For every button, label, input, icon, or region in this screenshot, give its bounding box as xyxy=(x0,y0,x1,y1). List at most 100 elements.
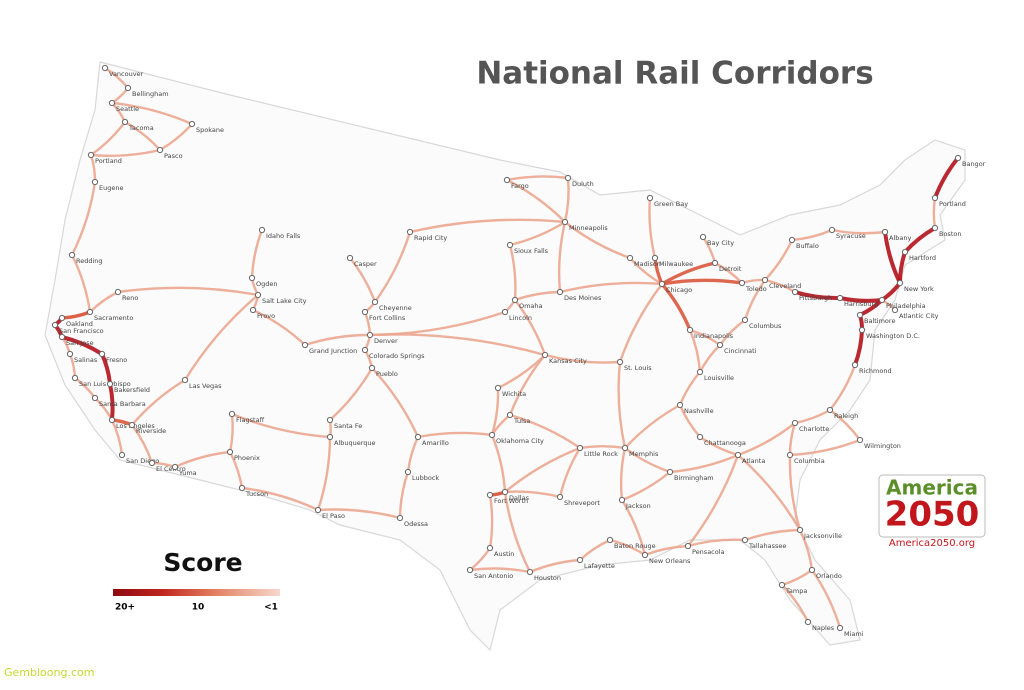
city-label: Portland xyxy=(95,157,122,165)
rail-corridor xyxy=(328,366,374,422)
rail-corridor xyxy=(60,335,104,356)
city-marker xyxy=(58,314,66,322)
city-marker xyxy=(366,331,374,339)
rail-corridor xyxy=(793,408,832,425)
city-label: Fort Worth xyxy=(494,497,528,505)
city-marker xyxy=(488,431,496,439)
city-marker xyxy=(258,226,266,234)
city-marker xyxy=(576,444,584,452)
city-label: New York xyxy=(904,285,934,293)
us-outline xyxy=(44,61,966,652)
logo-line2: 2050 xyxy=(885,495,980,535)
city-marker xyxy=(226,448,234,456)
city-label: El Paso xyxy=(322,512,345,520)
rail-corridor xyxy=(250,228,264,280)
city-marker xyxy=(254,291,262,299)
rail-corridor xyxy=(623,403,682,450)
rail-corridor xyxy=(373,230,412,304)
city-label: Flagstaff xyxy=(236,416,265,424)
city-label: Miami xyxy=(844,630,864,638)
rail-corridor xyxy=(903,226,937,254)
city-label: Wilmington xyxy=(864,442,901,450)
city-label: Redding xyxy=(76,257,103,265)
city-marker xyxy=(856,436,864,444)
city-marker xyxy=(526,568,534,576)
city-label: Memphis xyxy=(629,450,659,458)
city-marker xyxy=(346,254,354,262)
rail-corridor xyxy=(648,196,657,260)
rail-corridor xyxy=(883,230,902,285)
city-marker xyxy=(564,174,572,182)
rail-corridor xyxy=(563,176,570,224)
city-marker xyxy=(761,276,769,284)
city-marker xyxy=(148,459,156,467)
city-marker xyxy=(791,288,799,296)
city-marker xyxy=(114,288,122,296)
city-label: Houston xyxy=(534,574,561,582)
city-marker xyxy=(808,566,816,574)
city-marker xyxy=(396,514,404,522)
city-label: Columbus xyxy=(749,322,782,330)
city-label: Tacoma xyxy=(128,124,154,132)
rail-corridor xyxy=(89,120,127,157)
city-marker xyxy=(626,254,634,262)
cities: Vancouver Bellingham Seattle Tacoma Spokane P… xyxy=(51,64,986,638)
city-marker xyxy=(404,468,412,476)
city-marker xyxy=(658,280,666,288)
rail-corridor xyxy=(130,378,187,427)
city-marker xyxy=(856,311,864,319)
city-marker xyxy=(494,384,502,392)
city-label: Hartford xyxy=(909,254,936,262)
rail-corridor xyxy=(368,333,547,357)
city-label: Boston xyxy=(939,230,961,238)
city-marker xyxy=(466,566,474,574)
city-marker xyxy=(414,433,422,441)
city-label: Grand Junction xyxy=(309,347,357,355)
city-marker xyxy=(506,411,514,419)
city-label: San Luis Obispo xyxy=(79,380,131,388)
rail-corridor xyxy=(130,423,154,465)
logo-line1: America xyxy=(886,476,978,500)
city-marker xyxy=(556,493,564,501)
city-label: Portland xyxy=(939,200,966,208)
city-label: Santa Fe xyxy=(334,422,362,430)
city-marker xyxy=(696,433,704,441)
city-marker xyxy=(858,326,866,334)
city-label: Riverside xyxy=(136,427,166,435)
city-marker xyxy=(68,251,76,259)
city-label: Odessa xyxy=(404,520,428,528)
city-marker xyxy=(786,451,794,459)
rail-corridor xyxy=(736,421,797,457)
city-marker xyxy=(101,64,109,72)
city-marker xyxy=(576,556,584,564)
city-marker xyxy=(486,491,494,499)
city-marker xyxy=(931,224,939,232)
city-label: Duluth xyxy=(572,180,594,188)
city-label: Oakland xyxy=(66,320,93,328)
rail-corridor xyxy=(240,486,320,512)
rail-corridor xyxy=(488,493,494,550)
city-label: Little Rock xyxy=(584,450,618,458)
rail-corridor xyxy=(370,366,420,439)
city-label: Milwaukee xyxy=(659,260,693,268)
city-marker xyxy=(556,288,564,296)
city-label: Omaha xyxy=(519,302,543,310)
rail-corridor xyxy=(408,218,567,234)
city-marker xyxy=(326,416,334,424)
city-marker xyxy=(106,380,114,388)
rail-corridor xyxy=(678,370,702,407)
city-marker xyxy=(651,254,659,262)
city-marker xyxy=(828,226,836,234)
rail-corridor xyxy=(643,544,690,557)
city-label: Salinas xyxy=(74,356,98,364)
rail-corridor xyxy=(251,308,307,347)
legend-title: Score xyxy=(163,548,242,577)
city-marker xyxy=(541,351,549,359)
rail-corridor xyxy=(398,470,410,520)
city-label: St. Louis xyxy=(624,364,652,372)
city-marker xyxy=(684,542,692,550)
city-label: Harrisburg xyxy=(844,300,878,308)
city-label: El Centro xyxy=(156,465,186,473)
city-label: Seattle xyxy=(116,105,139,113)
city-label: Colorado Springs xyxy=(369,352,425,360)
